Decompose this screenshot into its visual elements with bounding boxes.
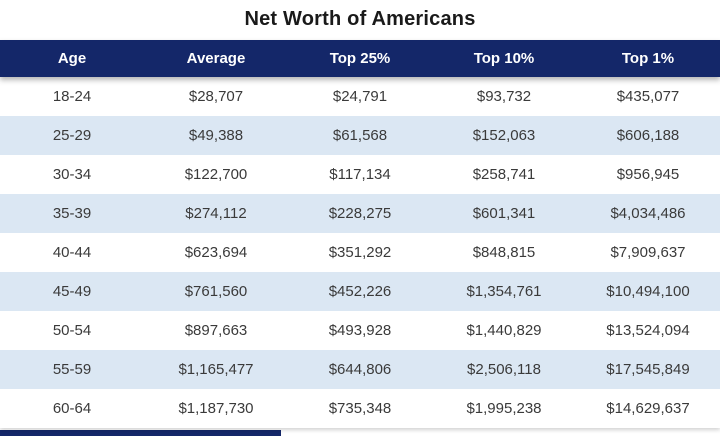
table-row: 30-34 $122,700 $117,134 $258,741 $956,945 (0, 155, 720, 194)
value-cell: $897,663 (184, 322, 248, 339)
table-header-row: Age Average Top 25% Top 10% Top 1% (0, 40, 720, 77)
age-cell: 25-29 (52, 127, 92, 144)
value-cell: $7,909,637 (610, 244, 686, 261)
table-row: 55-59 $1,165,477 $644,806 $2,506,118 $17,545… (0, 350, 720, 389)
value-cell: $13,524,094 (606, 322, 690, 339)
value-cell: $493,928 (328, 322, 392, 339)
table-body: 18-24 $28,707 $24,791 $93,732 $435,077 25-29 $… (0, 77, 720, 428)
age-cell: 30-34 (52, 166, 92, 183)
value-cell: $61,568 (332, 127, 388, 144)
value-cell: $17,545,849 (606, 361, 690, 378)
table-row: 35-39 $274,112 $228,275 $601,341 $4,034,486 (0, 194, 720, 233)
value-cell: $601,341 (472, 205, 536, 222)
age-cell: 35-39 (52, 205, 92, 222)
value-cell: $452,226 (328, 283, 392, 300)
table-row: 60-64 $1,187,730 $735,348 $1,995,238 $14,629… (0, 389, 720, 428)
age-cell: 55-59 (52, 361, 92, 378)
age-cell: 45-49 (52, 283, 92, 300)
value-cell: $2,506,118 (467, 361, 541, 378)
value-cell: $1,354,761 (466, 283, 542, 300)
value-cell: $4,034,486 (610, 205, 686, 222)
value-cell: $435,077 (616, 88, 680, 105)
column-header-age: Age (57, 50, 87, 67)
value-cell: $1,440,829 (466, 322, 542, 339)
age-cell: 40-44 (52, 244, 92, 261)
value-cell: $152,063 (472, 127, 536, 144)
value-cell: $14,629,637 (606, 400, 690, 417)
value-cell: $1,165,477 (178, 361, 254, 378)
value-cell: $761,560 (184, 283, 248, 300)
value-cell: $606,188 (616, 127, 680, 144)
table-row: 50-54 $897,663 $493,928 $1,440,829 $13,524,0… (0, 311, 720, 350)
age-cell: 60-64 (52, 400, 92, 417)
column-header-top-10: Top 10% (473, 50, 535, 67)
value-cell: $24,791 (332, 88, 388, 105)
column-header-top-25: Top 25% (329, 50, 391, 67)
value-cell: $623,694 (184, 244, 248, 261)
value-cell: $274,112 (185, 205, 247, 222)
value-cell: $735,348 (328, 400, 392, 417)
value-cell: $1,995,238 (466, 400, 542, 417)
cutoff-footer-bar (0, 430, 281, 436)
value-cell: $956,945 (616, 166, 680, 183)
value-cell: $117,134 (329, 166, 391, 183)
table-row: 18-24 $28,707 $24,791 $93,732 $435,077 (0, 77, 720, 116)
age-cell: 50-54 (52, 322, 92, 339)
net-worth-table: Age Average Top 25% Top 10% Top 1% 18-24 $28,… (0, 40, 720, 428)
value-cell: $28,707 (188, 88, 244, 105)
value-cell: $122,700 (184, 166, 248, 183)
table-row: 40-44 $623,694 $351,292 $848,815 $7,909,637 (0, 233, 720, 272)
value-cell: $258,741 (472, 166, 536, 183)
column-header-top-1: Top 1% (621, 50, 675, 67)
value-cell: $93,732 (476, 88, 532, 105)
value-cell: $848,815 (472, 244, 536, 261)
value-cell: $351,292 (328, 244, 392, 261)
column-header-average: Average (186, 50, 246, 67)
value-cell: $644,806 (328, 361, 392, 378)
value-cell: $1,187,730 (178, 400, 254, 417)
page-title: Net Worth of Americans (244, 8, 476, 30)
table-row: 45-49 $761,560 $452,226 $1,354,761 $10,494,1… (0, 272, 720, 311)
value-cell: $228,275 (328, 205, 392, 222)
table-row: 25-29 $49,388 $61,568 $152,063 $606,188 (0, 116, 720, 155)
value-cell: $10,494,100 (606, 283, 690, 300)
age-cell: 18-24 (52, 88, 92, 105)
value-cell: $49,388 (188, 127, 244, 144)
